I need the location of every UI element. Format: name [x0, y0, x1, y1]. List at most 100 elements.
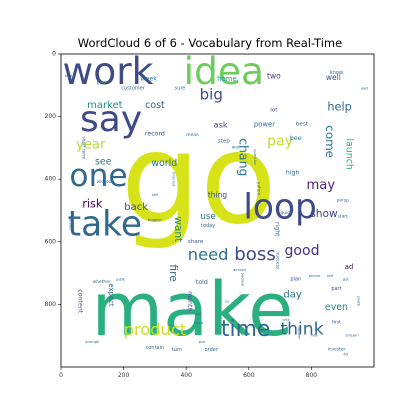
word-chang: chang — [237, 138, 252, 176]
word-high: high — [286, 169, 300, 176]
word-see: see — [95, 156, 112, 167]
word-whether: whether — [93, 279, 111, 285]
word-persp: persp — [337, 198, 350, 204]
word-public: public — [116, 277, 126, 281]
word-risk: risk — [82, 198, 103, 211]
word-think: think — [280, 319, 323, 339]
word-better: better — [65, 74, 77, 78]
word-mish: mish — [311, 334, 319, 338]
word-plastic: plastic — [356, 296, 360, 306]
word-yahoo: yahoo — [256, 182, 262, 196]
word-thing: thing — [208, 190, 228, 199]
word-right: right — [273, 222, 280, 237]
word-big: big — [200, 86, 223, 104]
x-tick-label: 800 — [306, 372, 318, 379]
plot-area: go make work idea say one take loop time think pro… — [60, 49, 375, 368]
word-contain: contain — [146, 345, 165, 351]
x-tick-label: 200 — [118, 372, 130, 379]
word-wast: wast — [361, 86, 369, 90]
word-order: order — [205, 347, 219, 353]
word-take: take — [68, 205, 142, 245]
word-pay: pay — [267, 134, 293, 150]
word-question: question — [253, 149, 257, 166]
word-cost: cost — [145, 100, 165, 111]
word-want: want — [172, 216, 185, 242]
word-idea: idea — [184, 49, 264, 93]
word-critic: critic — [283, 318, 291, 322]
word-biggest: biggest — [148, 218, 162, 222]
word-day: day — [283, 290, 301, 301]
word-week: week — [140, 76, 157, 83]
word-sure: sure — [175, 85, 186, 91]
word-start: start — [338, 213, 348, 219]
word-set: set — [196, 312, 202, 316]
word-success: success — [274, 252, 279, 270]
y-tick-label: 600 — [45, 238, 57, 245]
word-turn: turn — [172, 347, 182, 353]
word-power: power — [254, 120, 275, 128]
word-happen: happen — [297, 326, 301, 341]
word-keep: keep — [194, 321, 204, 325]
y-tick-label: 800 — [45, 301, 57, 308]
word-stream: stream — [346, 334, 359, 338]
x-axis: 0 200 400 600 800 — [59, 367, 317, 379]
word-month: month — [186, 291, 193, 311]
word-need: need — [188, 245, 229, 264]
word-boss: boss — [234, 244, 276, 265]
word-say: say — [80, 99, 142, 140]
word-fire: fire — [167, 264, 180, 281]
chart-title: WordCloud 6 of 6 - Vocabulary from Real-… — [78, 36, 342, 50]
word-use: use — [200, 212, 216, 222]
word-go: go — [121, 106, 277, 252]
word-expect: expect — [107, 283, 115, 307]
word-bee: bee — [290, 135, 302, 142]
word-ad: ad — [345, 263, 354, 271]
word-plan: plan — [290, 276, 301, 282]
word-world: world — [151, 158, 177, 169]
word-got: got — [343, 277, 350, 281]
word-first: first — [332, 320, 341, 326]
word-work: work — [63, 49, 154, 93]
word-part: part — [331, 286, 341, 292]
word-loop: loop — [243, 187, 317, 227]
word-phone: phone — [309, 274, 321, 278]
word-back: back — [124, 202, 148, 213]
y-tick-label: 400 — [45, 176, 57, 183]
word-mean: mean — [186, 133, 199, 138]
word-even: even — [325, 302, 348, 313]
word-interest: interest — [172, 172, 176, 187]
word-short-term: short term — [80, 136, 86, 159]
x-tick-label: 600 — [243, 372, 255, 379]
word-help: help — [327, 101, 351, 114]
word-enough: enough — [85, 340, 100, 344]
y-tick-label: 0 — [52, 51, 56, 58]
word-good: good — [284, 243, 319, 259]
word-cloud: go make work idea say one take loop time think pro… — [63, 49, 370, 356]
word-launch: launch — [343, 138, 354, 169]
word-may: may — [306, 178, 335, 193]
word-without: without — [97, 179, 114, 185]
plot-background — [61, 54, 374, 367]
word-time: time — [221, 317, 271, 342]
word-wait: wait — [232, 144, 241, 150]
word-well: well — [326, 73, 341, 82]
word-customer: customer — [121, 85, 145, 91]
word-ask: ask — [214, 119, 228, 129]
word-accord: accord — [233, 268, 246, 272]
word-lot: lot — [270, 107, 278, 113]
word-two: two — [267, 71, 281, 80]
word-line: line — [97, 81, 108, 87]
word-content: content — [76, 289, 83, 313]
word-us: us — [225, 299, 229, 303]
word-year: year — [76, 137, 106, 152]
word-approach: approach — [68, 216, 72, 231]
word-show: show — [310, 207, 338, 220]
x-tick-label: 400 — [180, 372, 192, 379]
word-product: product — [124, 320, 187, 339]
word-investor: investor — [328, 346, 346, 352]
word-make: make — [91, 268, 293, 353]
y-axis: 0 200 400 600 800 — [45, 51, 61, 308]
word-still: still — [152, 193, 159, 197]
word-one: one — [69, 158, 127, 194]
